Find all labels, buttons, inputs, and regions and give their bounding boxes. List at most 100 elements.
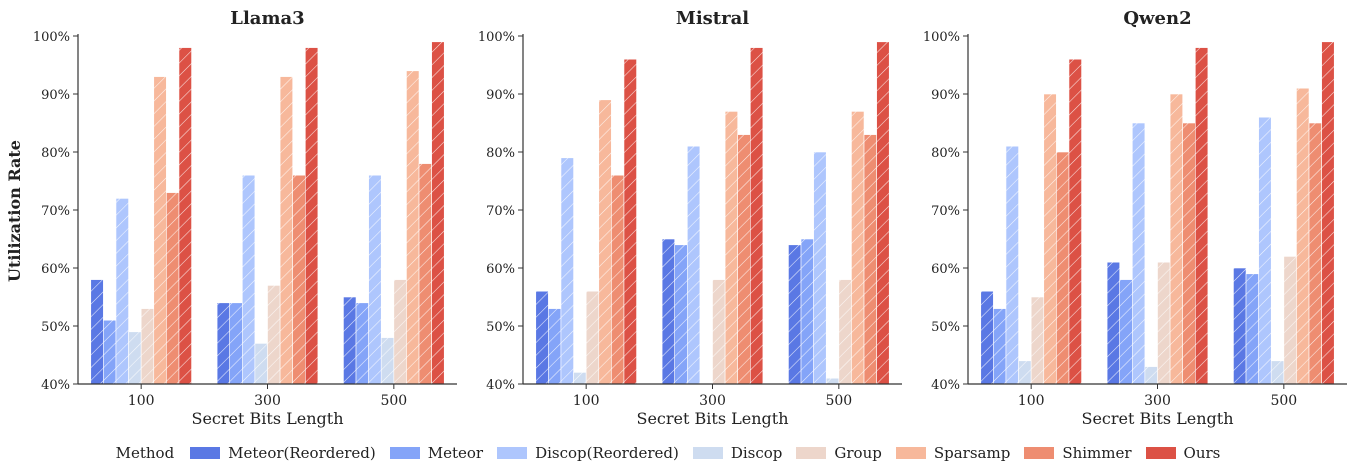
- bar-hatch: [662, 239, 675, 384]
- bar-hatch: [851, 111, 865, 385]
- legend-item: Group: [796, 444, 882, 462]
- bar-hatch: [393, 279, 407, 384]
- bar-hatch: [267, 285, 281, 384]
- y-tick-label: 50%: [931, 320, 960, 335]
- x-tick-label: 100: [1018, 393, 1045, 409]
- bar-hatch: [813, 152, 827, 384]
- bar-hatch: [1018, 360, 1032, 384]
- bar-hatch: [242, 175, 255, 384]
- bar-hatch: [1056, 152, 1069, 384]
- y-tick-label: 50%: [486, 320, 515, 335]
- bar-hatch: [115, 198, 129, 384]
- y-tick-label: 40%: [41, 378, 70, 393]
- y-tick-label: 80%: [41, 146, 70, 161]
- y-tick-label: 60%: [41, 262, 70, 277]
- legend-item: Ours: [1145, 444, 1221, 462]
- bar-hatch: [356, 302, 369, 384]
- bar-hatch: [1144, 366, 1158, 384]
- legend-swatch: [692, 447, 723, 459]
- bar-hatch: [343, 297, 357, 384]
- bar-hatch: [217, 302, 230, 384]
- x-tick-label: 500: [1270, 393, 1297, 409]
- bar-hatch: [141, 308, 154, 384]
- bar-hatch: [419, 163, 432, 384]
- bar-hatch: [712, 279, 726, 384]
- legend-item: Discop: [692, 444, 782, 462]
- y-tick-label: 90%: [931, 88, 960, 103]
- legend-label: Ours: [1183, 444, 1221, 462]
- legend-title: Method: [115, 444, 175, 462]
- bar-hatch: [128, 331, 142, 384]
- panel-llama3: Llama3 40% 50% 60% 70% 80% 90% 100% 100 300 500 Sec…: [33, 8, 457, 428]
- y-tick-label: 80%: [931, 146, 960, 161]
- panel-title: Qwen2: [1123, 8, 1191, 29]
- panel-title: Mistral: [676, 8, 749, 29]
- bar-hatch: [1296, 88, 1310, 384]
- bar-hatch: [1271, 360, 1284, 384]
- x-tick-label: 500: [380, 393, 407, 409]
- figure: Utilization Rate Llama3 40% 50% 60% 70% 80% 90…: [5, 8, 1347, 428]
- y-tick-label: 90%: [41, 88, 70, 103]
- bar-hatch: [381, 337, 394, 384]
- x-axis-label: Secret Bits Length: [637, 409, 789, 428]
- bar-hatch: [1170, 94, 1183, 384]
- bar-hatch: [1309, 123, 1322, 384]
- bar-hatch: [876, 41, 890, 385]
- bar-hatch: [1246, 273, 1259, 384]
- x-tick-label: 300: [1144, 393, 1171, 409]
- bar-hatch: [750, 47, 763, 384]
- y-tick-label: 70%: [486, 204, 515, 219]
- legend-item: Sparsamp: [895, 444, 1010, 462]
- legend-label: Meteor: [427, 444, 484, 462]
- y-tick-label: 50%: [41, 320, 70, 335]
- bar-hatch: [598, 99, 612, 385]
- x-tick-label: 100: [573, 393, 600, 409]
- y-tick-label: 40%: [486, 378, 515, 393]
- bar-hatch: [103, 320, 116, 384]
- bar-hatch: [801, 239, 814, 384]
- bar-hatch: [90, 279, 104, 384]
- y-tick-label: 100%: [923, 30, 960, 45]
- legend-swatch: [190, 447, 221, 459]
- legend: Method Meteor(Reordered) Meteor Discop(Reo…: [0, 441, 1350, 465]
- legend-item: Meteor(Reordered): [190, 444, 376, 462]
- y-tick-label: 80%: [486, 146, 515, 161]
- bar-hatch: [1068, 59, 1082, 384]
- bar-hatch: [1119, 279, 1133, 384]
- panel-qwen2: Qwen2 40% 50% 60% 70% 80% 90% 100% 100 300 500 Secr…: [923, 8, 1347, 428]
- bar-hatch: [864, 134, 877, 384]
- y-tick-label: 100%: [33, 30, 70, 45]
- bar-hatch: [623, 59, 637, 384]
- bar-hatch: [788, 244, 802, 384]
- bar-hatch: [1107, 262, 1120, 384]
- bar-hatch: [560, 157, 574, 384]
- bar-hatch: [993, 308, 1006, 384]
- bar-hatch: [368, 175, 382, 384]
- legend-label: Meteor(Reordered): [228, 444, 376, 462]
- bar-hatch: [838, 279, 852, 384]
- panel-mistral: Mistral 40% 50% 60% 70% 80% 90% 100% 100 300 500 Se…: [478, 8, 902, 428]
- legend-swatch: [389, 447, 420, 459]
- bar-hatch: [1321, 41, 1335, 385]
- legend-label: Group: [834, 444, 882, 462]
- y-tick-label: 60%: [931, 262, 960, 277]
- bar-hatch: [586, 291, 599, 384]
- x-tick-label: 500: [825, 393, 852, 409]
- legend-swatch: [1145, 447, 1176, 459]
- legend-swatch: [796, 447, 827, 459]
- bar-hatch: [737, 134, 751, 384]
- bar-hatch: [305, 47, 318, 384]
- bar-hatch: [1182, 123, 1196, 384]
- bar-hatch: [153, 76, 167, 384]
- bar-hatch: [1005, 146, 1019, 384]
- legend-swatch: [1024, 447, 1055, 459]
- bar-hatch: [254, 343, 268, 384]
- bar-hatch: [687, 146, 700, 384]
- legend-item: Shimmer: [1024, 444, 1132, 462]
- legend-label: Shimmer: [1062, 444, 1132, 462]
- bar-hatch: [674, 244, 688, 384]
- bar-hatch: [431, 41, 445, 385]
- bar-hatch: [725, 111, 738, 385]
- legend-label: Discop(Reordered): [535, 444, 679, 462]
- bar-hatch: [1195, 47, 1208, 384]
